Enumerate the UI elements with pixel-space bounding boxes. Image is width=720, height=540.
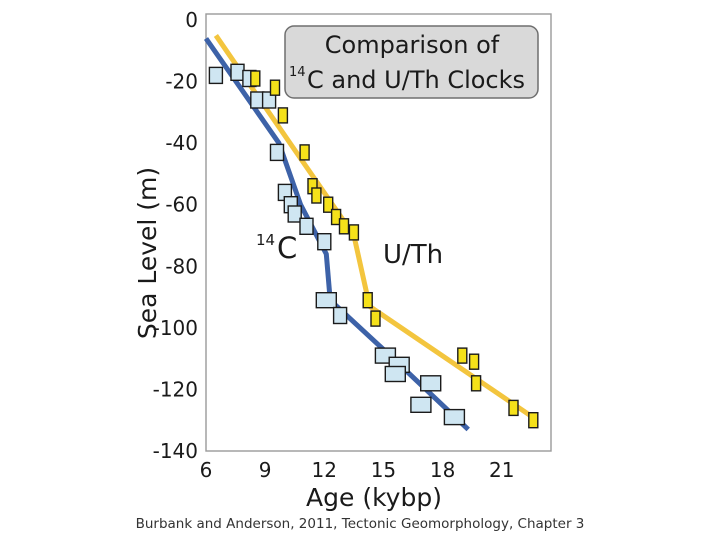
x-tick-label: 21 bbox=[489, 458, 514, 482]
x-tick-label: 12 bbox=[312, 458, 337, 482]
y-tick-label: -40 bbox=[165, 131, 198, 155]
y-tick-label: -60 bbox=[165, 193, 198, 217]
y-tick-label: -80 bbox=[165, 254, 198, 278]
source-caption: Burbank and Anderson, 2011, Tectonic Geo… bbox=[135, 516, 585, 532]
uth-data-point bbox=[323, 196, 334, 213]
title-box bbox=[284, 25, 539, 99]
uth-data-point bbox=[330, 208, 342, 226]
uth-data-point bbox=[470, 375, 482, 392]
c14-data-point bbox=[230, 63, 245, 82]
chart-title-sup: 14 bbox=[289, 65, 306, 80]
c14-data-point bbox=[250, 91, 265, 109]
y-tick-labels: 0 -20 -40 -60 -80 -100 -120 -140 bbox=[153, 8, 198, 463]
c14-data-point bbox=[410, 396, 432, 413]
uth-data-point bbox=[348, 224, 360, 241]
x-tick-label: 15 bbox=[371, 458, 396, 482]
y-tick-label: 0 bbox=[185, 8, 198, 32]
x-axis-title: Age (kybp) bbox=[306, 483, 442, 512]
uth-data-point bbox=[269, 79, 281, 96]
uth-data-point bbox=[338, 218, 350, 235]
series-label-c14: C bbox=[277, 231, 297, 265]
c14-data-point bbox=[443, 408, 466, 426]
series-label-c14-sup: 14 bbox=[256, 231, 275, 249]
uth-data-point bbox=[311, 187, 322, 204]
uth-data-point bbox=[299, 144, 310, 161]
c14-data-point bbox=[287, 205, 302, 223]
x-tick-label: 18 bbox=[430, 458, 455, 482]
chart-title-line1: Comparison of bbox=[325, 31, 500, 59]
c14-data-point bbox=[317, 232, 332, 251]
data-markers bbox=[208, 63, 539, 429]
uth-data-point bbox=[277, 107, 289, 124]
uth-data-point bbox=[457, 347, 468, 364]
y-tick-label: -20 bbox=[165, 70, 198, 94]
c14-data-point bbox=[420, 375, 442, 392]
uth-data-point bbox=[250, 70, 261, 87]
y-axis-title: Sea Level (m) bbox=[133, 167, 162, 339]
c14-data-point bbox=[208, 66, 224, 85]
series-label-uth: U/Th bbox=[383, 240, 443, 270]
uth-data-point bbox=[362, 292, 373, 309]
c14-data-point bbox=[332, 306, 348, 325]
x-tick-labels: 6 9 12 15 18 21 bbox=[200, 458, 515, 482]
x-tick-label: 6 bbox=[200, 458, 213, 482]
uth-data-point bbox=[508, 399, 519, 417]
chart-title-line2: C and U/Th Clocks bbox=[307, 66, 525, 94]
uth-data-point bbox=[370, 310, 381, 327]
c14-data-point bbox=[261, 91, 277, 109]
x-tick-label: 9 bbox=[259, 458, 272, 482]
c14-data-point bbox=[384, 365, 406, 383]
y-tick-label: -140 bbox=[153, 439, 198, 463]
y-tick-label: -100 bbox=[153, 316, 198, 340]
uth-data-point bbox=[528, 412, 539, 429]
y-tick-label: -120 bbox=[153, 377, 198, 401]
c14-data-point bbox=[299, 217, 314, 236]
uth-data-point bbox=[468, 353, 480, 370]
c14-data-point bbox=[315, 292, 337, 309]
c14-data-point bbox=[269, 143, 285, 162]
